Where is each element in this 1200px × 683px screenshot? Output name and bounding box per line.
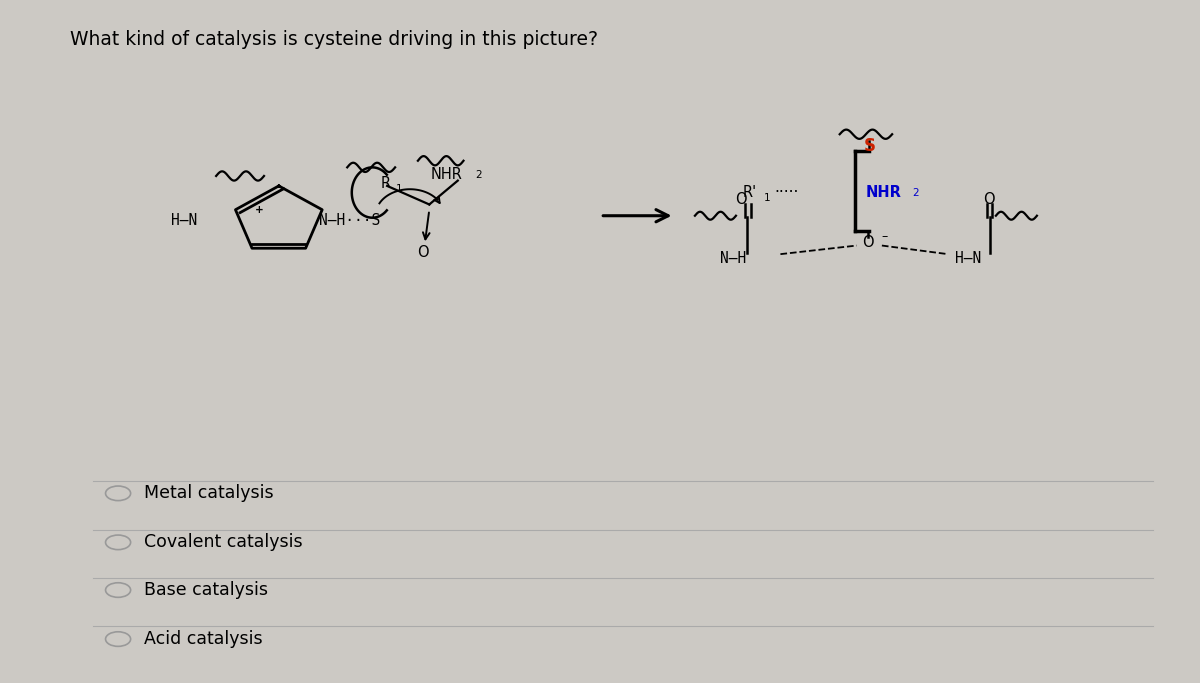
Text: H–N: H–N (170, 213, 197, 228)
Text: Acid catalysis: Acid catalysis (144, 630, 263, 648)
Text: +: + (256, 206, 264, 215)
Text: 2: 2 (475, 170, 481, 180)
Text: NHR: NHR (866, 185, 901, 200)
Text: What kind of catalysis is cysteine driving in this picture?: What kind of catalysis is cysteine drivi… (70, 30, 599, 49)
Text: O: O (416, 245, 428, 260)
Text: 1: 1 (763, 193, 770, 203)
Text: NHR: NHR (431, 167, 462, 182)
Text: N–H···S: N–H···S (319, 213, 380, 228)
Text: 1: 1 (396, 184, 403, 193)
Text: –: – (882, 230, 888, 243)
Text: O: O (983, 192, 995, 207)
Text: Base catalysis: Base catalysis (144, 581, 269, 599)
Text: O: O (734, 192, 746, 207)
Text: R': R' (743, 185, 757, 200)
Text: O: O (863, 235, 874, 250)
Text: Metal catalysis: Metal catalysis (144, 484, 274, 502)
Text: S: S (863, 137, 875, 155)
Text: H–N: H–N (955, 251, 982, 266)
Text: ·····: ····· (775, 185, 799, 200)
Text: Covalent catalysis: Covalent catalysis (144, 533, 302, 551)
Text: N–H: N–H (720, 251, 746, 266)
Text: R: R (380, 176, 390, 191)
Text: 2: 2 (913, 188, 919, 198)
